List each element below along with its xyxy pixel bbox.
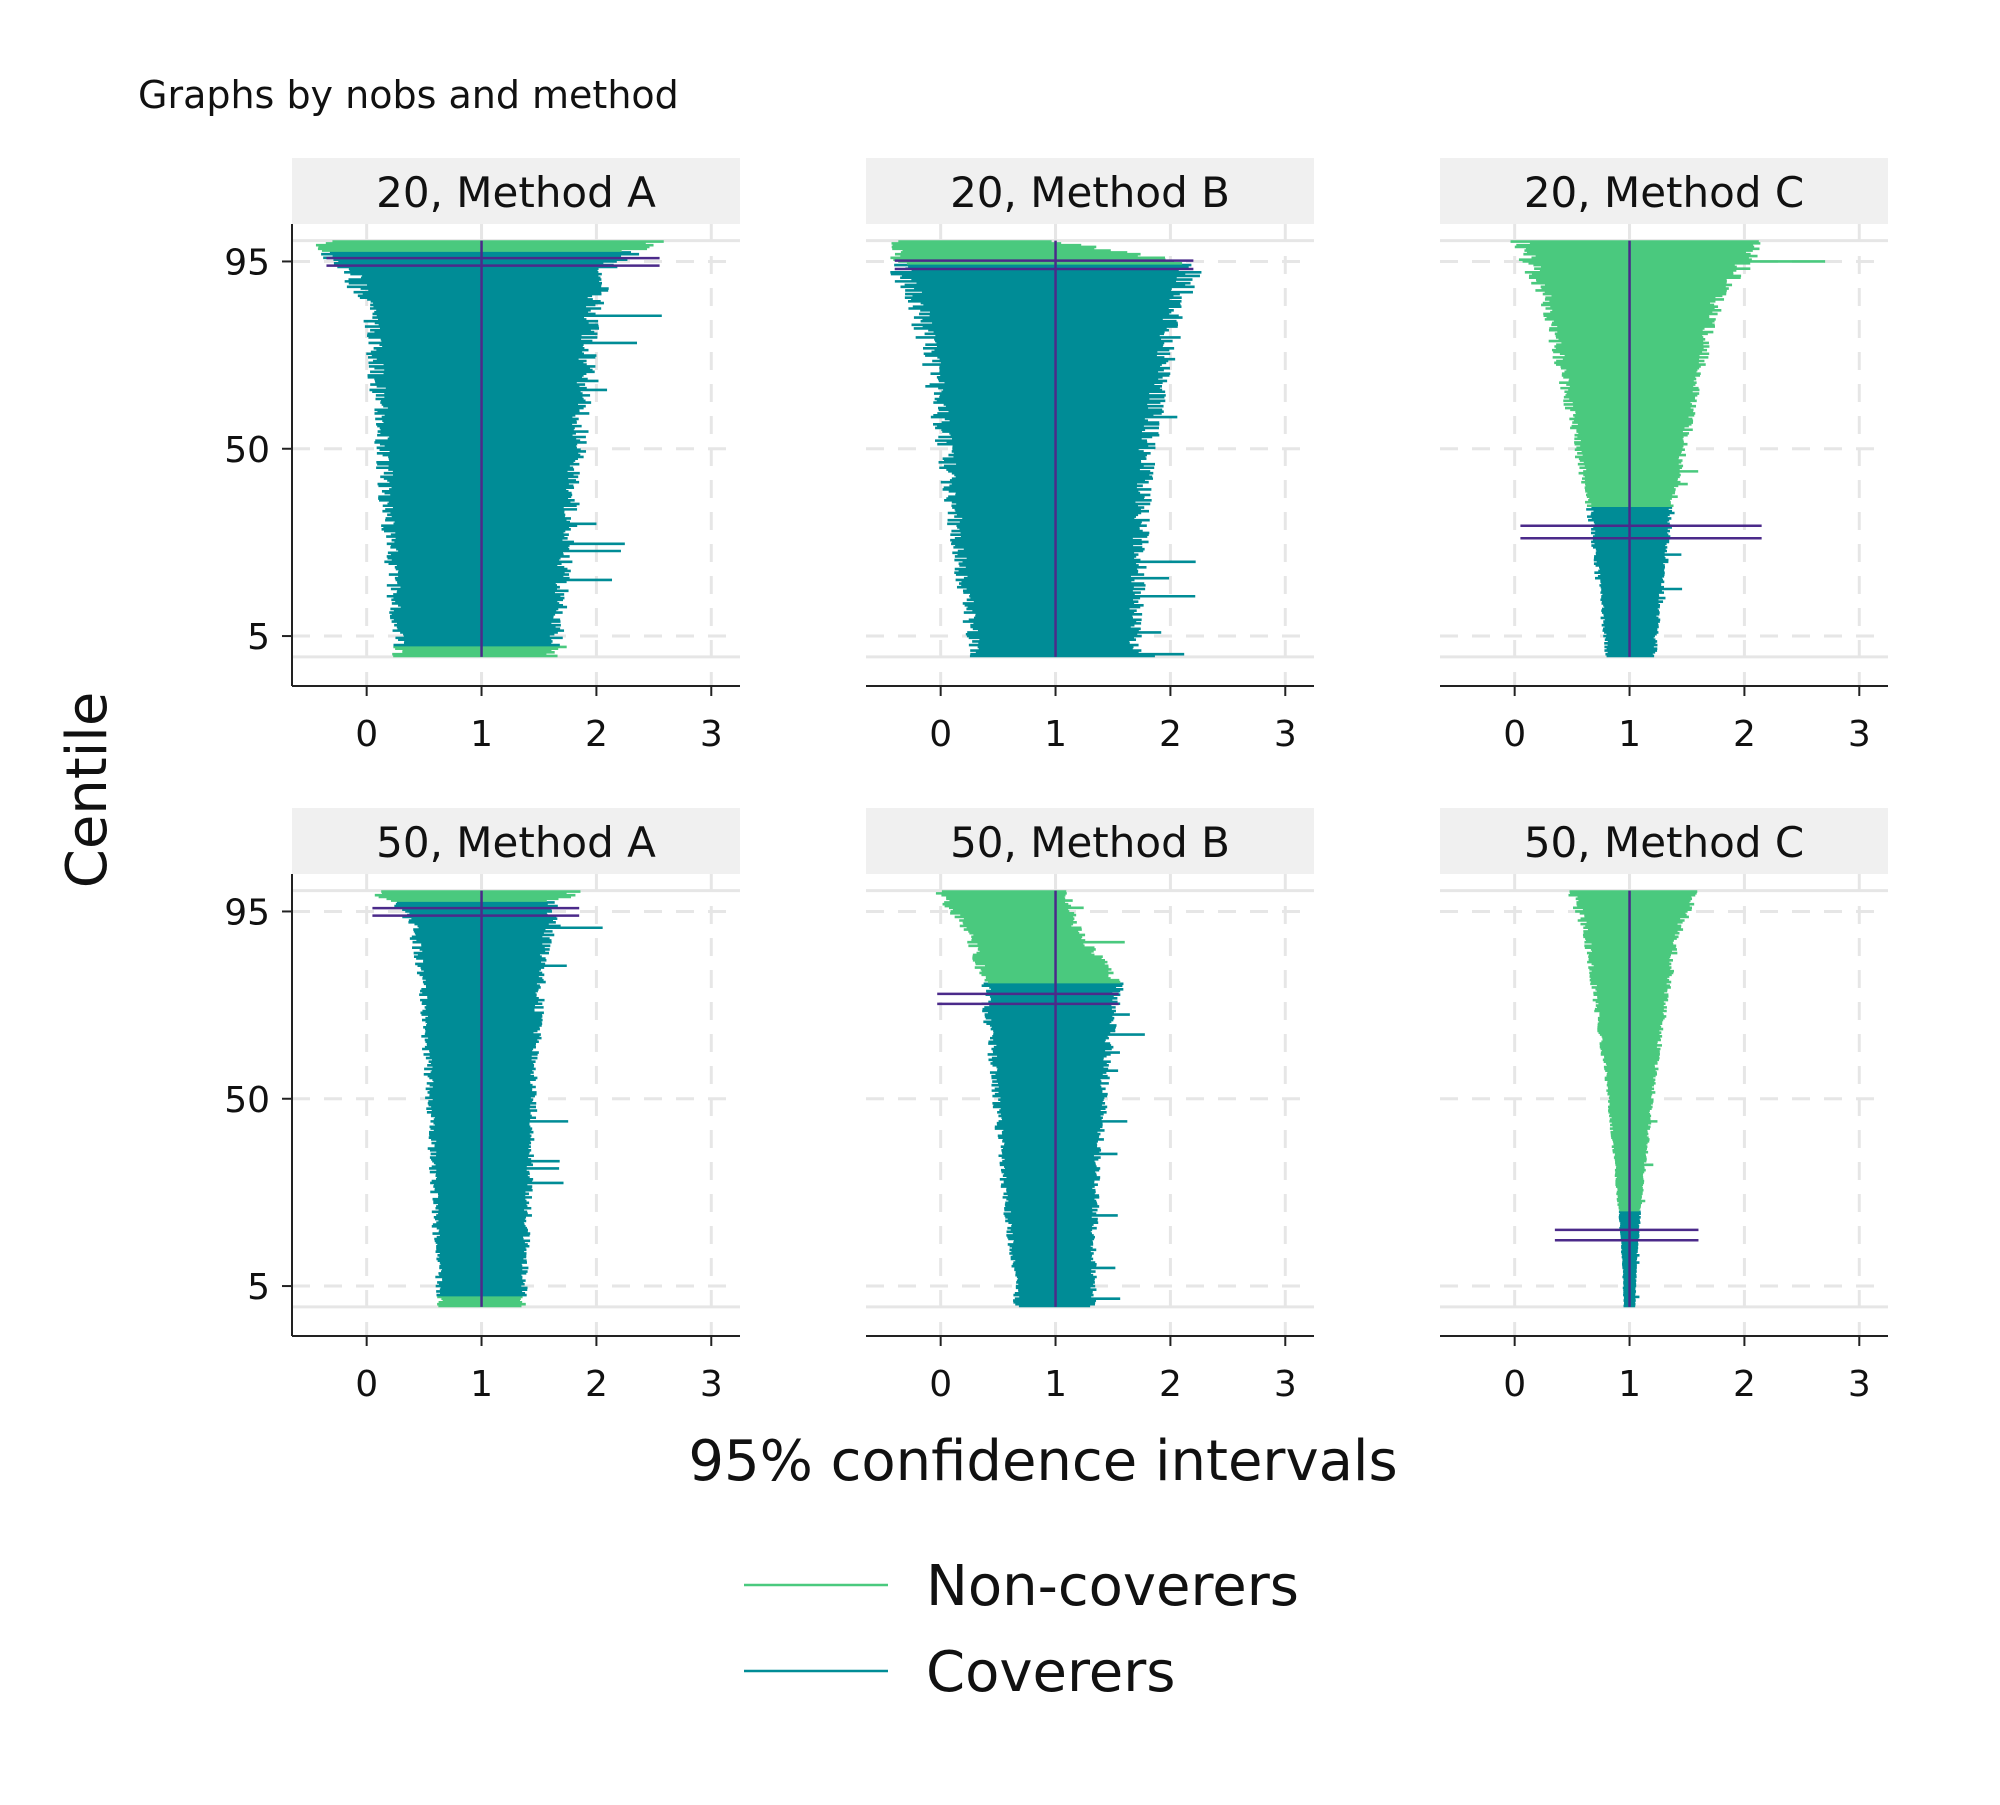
panel-title: 20, Method B	[950, 168, 1230, 217]
legend: Non-coverers Coverers	[744, 1554, 1299, 1705]
y-tick-label: 95	[224, 242, 270, 283]
x-tick-label: 3	[700, 1364, 723, 1405]
x-tick-label: 1	[1618, 1364, 1641, 1405]
x-tick-label: 0	[1503, 714, 1526, 755]
x-tick-label: 0	[1503, 1364, 1526, 1405]
panel: 20, Method C 0 1 2 3	[1440, 158, 1888, 755]
y-tick-label: 5	[247, 1267, 270, 1308]
x-tick-label: 3	[1848, 714, 1871, 755]
x-tick-label: 1	[470, 1364, 493, 1405]
x-tick-label: 1	[1618, 714, 1641, 755]
x-tick-label: 3	[700, 714, 723, 755]
x-tick-label: 2	[1733, 714, 1756, 755]
ci-bars	[890, 240, 1202, 658]
x-tick-label: 2	[1733, 1364, 1756, 1405]
panel: 50, Method C 0 1 2 3	[1440, 808, 1888, 1405]
x-tick-label: 3	[1274, 1364, 1297, 1405]
x-axis-title: 95% confidence intervals	[688, 1429, 1397, 1494]
panel-header	[1440, 808, 1888, 874]
y-tick-label: 50	[224, 430, 270, 471]
legend-label: Non-coverers	[926, 1554, 1299, 1619]
y-tick-label: 50	[224, 1080, 270, 1121]
x-tick-label: 1	[1044, 714, 1067, 755]
panel-title: 20, Method C	[1524, 168, 1804, 217]
panel: 20, Method B 0 1 2 3	[866, 158, 1314, 755]
ci-bars	[1510, 240, 1826, 658]
panel-header	[866, 808, 1314, 874]
x-tick-label: 2	[585, 1364, 608, 1405]
panel-header	[1440, 158, 1888, 224]
panel-header	[292, 158, 740, 224]
x-tick-label: 2	[1159, 714, 1182, 755]
panel: 20, Method A 0 1 2 3 5 50 95	[224, 158, 740, 755]
x-tick-label: 0	[355, 1364, 378, 1405]
panel-header	[292, 808, 740, 874]
y-tick-label: 95	[224, 892, 270, 933]
x-tick-label: 3	[1848, 1364, 1871, 1405]
x-tick-label: 2	[1159, 1364, 1182, 1405]
x-tick-label: 0	[929, 714, 952, 755]
x-tick-label: 3	[1274, 714, 1297, 755]
y-tick-label: 5	[247, 617, 270, 658]
x-tick-label: 0	[355, 714, 378, 755]
legend-label: Coverers	[926, 1640, 1175, 1705]
panel-title: 20, Method A	[376, 168, 656, 217]
panel-title: 50, Method B	[950, 818, 1230, 867]
panel-title: 50, Method C	[1524, 818, 1804, 867]
panel-header	[866, 158, 1314, 224]
graph-note: Graphs by nobs and method	[138, 73, 679, 117]
panel: 50, Method A 0 1 2 3 5 50 95	[224, 808, 740, 1405]
x-tick-label: 2	[585, 714, 608, 755]
panel-title: 50, Method A	[376, 818, 656, 867]
x-tick-label: 0	[929, 1364, 952, 1405]
x-tick-label: 1	[1044, 1364, 1067, 1405]
y-axis-title: Centile	[55, 692, 120, 889]
panel: 50, Method B 0 1 2 3	[866, 808, 1314, 1405]
x-tick-label: 1	[470, 714, 493, 755]
ci-bars	[374, 890, 603, 1308]
